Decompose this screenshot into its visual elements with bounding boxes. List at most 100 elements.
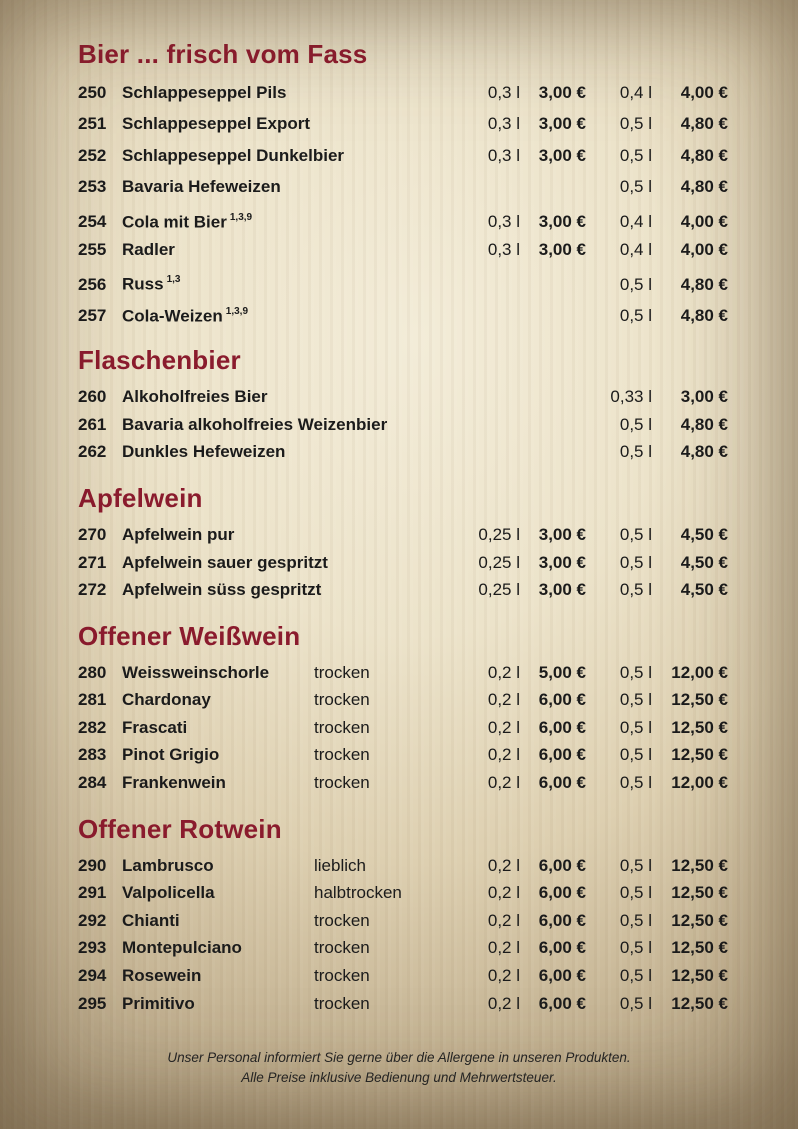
item-number: 257 (78, 306, 107, 326)
item-size-large: 0,5 l (619, 580, 652, 600)
item-size-large: 0,5 l (619, 177, 652, 197)
item-size-large: 0,5 l (619, 910, 652, 930)
item-number: 262 (78, 442, 107, 462)
item-size-small: 0,3 l (487, 145, 520, 165)
item-number: 284 (78, 773, 107, 793)
menu-item-row: 295 Primitivo trocken 0,2 l 6,00 € 0,5 l 12,50… (78, 990, 738, 1018)
item-size-large: 0,4 l (619, 83, 652, 102)
item-size-large: 0,5 l (619, 145, 652, 165)
item-number: 255 (78, 239, 107, 259)
item-size-small: 0,2 l (487, 938, 520, 958)
item-number: 293 (78, 938, 107, 958)
item-name-text: Cola mit Bier (122, 212, 227, 232)
section-title: Apfelwein (78, 482, 203, 513)
item-name-text: Apfelwein süss gespritzt (122, 580, 322, 600)
item-size-large: 0,5 l (619, 883, 652, 903)
menu-item-row: 281 Chardonay trocken 0,2 l 6,00 € 0,5 l 12,50… (78, 686, 738, 714)
item-price-small: 6,00 € (538, 910, 586, 930)
item-number: 294 (78, 966, 107, 986)
item-size-small: 0,2 l (487, 662, 520, 682)
item-size-large: 0,5 l (619, 938, 652, 958)
item-number: 271 (78, 552, 107, 572)
item-name-text: Radler (122, 239, 175, 259)
item-number: 250 (78, 83, 107, 102)
item-price-small: 3,00 € (538, 114, 586, 134)
item-name: Schlappeseppel Dunkelbier (122, 140, 420, 171)
item-attribute: trocken (314, 745, 370, 765)
item-name: Cola-Weizen 1,3,9 (122, 297, 420, 332)
item-number: 291 (78, 883, 107, 903)
item-name: Russ 1,3 (122, 265, 420, 300)
section-title: Bier ... frisch vom Fass (78, 39, 368, 69)
item-price-small: 3,00 € (538, 580, 586, 600)
item-name: Schlappeseppel Export (122, 108, 420, 139)
item-size-large: 0,5 l (619, 717, 652, 737)
item-price-large: 3,00 € (680, 387, 728, 407)
item-size-large: 0,5 l (619, 552, 652, 572)
item-price-large: 12,50 € (671, 690, 728, 710)
item-name-text: Valpolicella (122, 883, 215, 903)
item-price-large: 12,50 € (671, 883, 728, 903)
item-size-large: 0,5 l (619, 114, 652, 134)
item-attribute: trocken (314, 910, 370, 930)
menu-item-row: 291 Valpolicella halbtrocken 0,2 l 6,00 € 0,5… (78, 879, 738, 907)
item-price-small: 3,00 € (538, 239, 586, 259)
item-number: 292 (78, 910, 107, 930)
item-price-small: 3,00 € (538, 212, 586, 232)
item-size-small: 0,2 l (487, 745, 520, 765)
item-price-large: 12,50 € (671, 745, 728, 765)
item-size-large: 0,5 l (619, 690, 652, 710)
item-price-large: 4,80 € (680, 414, 728, 434)
item-name: Valpolicella (122, 879, 314, 907)
item-size-large: 0,5 l (619, 442, 652, 462)
item-name-text: Schlappeseppel Pils (122, 83, 287, 102)
item-price-large: 12,00 € (671, 773, 728, 793)
footer-note: Unser Personal informiert Sie gerne über… (0, 1048, 798, 1088)
section-title: Flaschenbier (78, 345, 241, 376)
item-name-text: Frascati (122, 717, 188, 737)
menu-item-row: 290 Lambrusco lieblich 0,2 l 6,00 € 0,5 l 12,5… (78, 852, 738, 880)
item-size-large: 0,33 l (610, 387, 652, 407)
item-attribute: trocken (314, 717, 370, 737)
item-price-small: 3,00 € (538, 145, 586, 165)
item-attribute: trocken (314, 662, 370, 682)
item-price-large: 12,50 € (671, 966, 728, 986)
menu-section: Flaschenbier 260 Alkoholfreies Bier 0,33 l 3… (78, 346, 738, 466)
item-name: Schlappeseppel Pils (122, 77, 420, 108)
item-size-large: 0,5 l (619, 524, 652, 544)
item-number: 290 (78, 855, 107, 875)
section-title: Offener Rotwein (78, 813, 282, 844)
menu-section: Apfelwein 270 Apfelwein pur 0,25 l 3,00 € 0,5… (78, 484, 738, 604)
menu-item-row: 257 Cola-Weizen 1,3,9 0,5 l 4,80 € (78, 297, 738, 328)
menu-item-row: 253 Bavaria Hefeweizen 0,5 l 4,80 € (78, 171, 738, 202)
item-price-large: 4,80 € (680, 442, 728, 462)
item-number: 256 (78, 275, 107, 294)
item-size-large: 0,5 l (619, 773, 652, 793)
item-size-small: 0,25 l (478, 552, 520, 572)
item-number: 280 (78, 662, 107, 682)
item-name: Chardonay (122, 686, 314, 714)
item-price-small: 6,00 € (538, 773, 586, 793)
menu-item-row: 292 Chianti trocken 0,2 l 6,00 € 0,5 l 12,50 € (78, 907, 738, 935)
item-price-large: 4,80 € (680, 145, 728, 165)
item-name: Bavaria alkoholfreies Weizenbier (122, 411, 420, 439)
menu-section: Offener Rotwein 290 Lambrusco lieblich 0,2 l… (78, 815, 738, 1018)
item-name: Chianti (122, 907, 314, 935)
menu-item-row: 251 Schlappeseppel Export 0,3 l 3,00 € 0,5 l… (78, 108, 738, 139)
item-name-text: Bavaria alkoholfreies Weizenbier (122, 414, 388, 434)
item-number: 281 (78, 690, 107, 710)
item-footnote-refs: 1,3 (166, 274, 181, 286)
menu-item-row: 262 Dunkles Hefeweizen 0,5 l 4,80 € (78, 438, 738, 466)
menu-item-row: 294 Rosewein trocken 0,2 l 6,00 € 0,5 l 12,50 … (78, 962, 738, 990)
item-footnote-refs: 1,3,9 (225, 305, 249, 317)
item-attribute: trocken (314, 773, 370, 793)
item-attribute: trocken (314, 993, 370, 1013)
menu-section: Offener Weißwein 280 Weissweinschorle trock… (78, 622, 738, 797)
menu-item-row: 256 Russ 1,3 0,5 l 4,80 € (78, 265, 738, 296)
item-size-large: 0,5 l (619, 966, 652, 986)
item-name-text: Montepulciano (122, 938, 242, 958)
item-size-large: 0,5 l (619, 414, 652, 434)
item-price-large: 4,00 € (680, 212, 728, 232)
item-price-large: 4,80 € (680, 306, 728, 326)
menu-item-row: 283 Pinot Grigio trocken 0,2 l 6,00 € 0,5 l 12… (78, 741, 738, 769)
